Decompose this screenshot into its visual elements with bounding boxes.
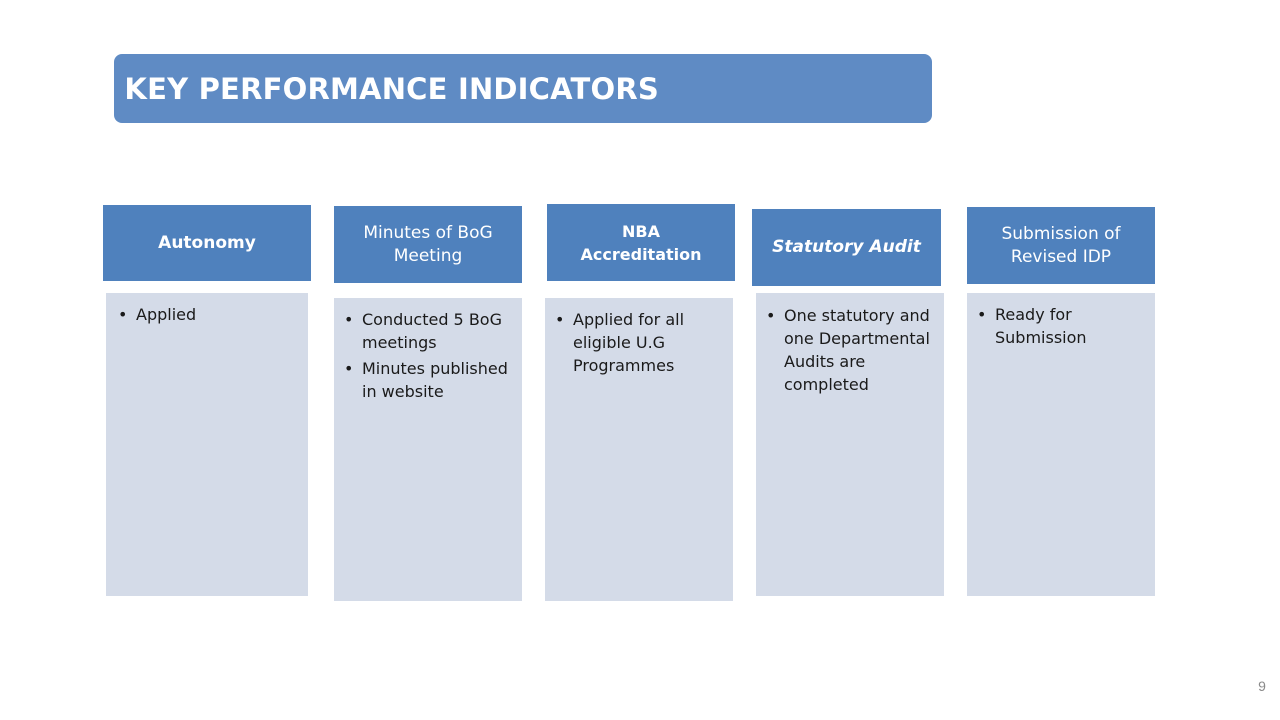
kpi-bullet-list: Ready for Submission (977, 303, 1143, 349)
kpi-header-label: Submission of Revised IDP (1001, 223, 1121, 267)
kpi-bullet-list: Applied for all eligible U.G Programmes (555, 308, 721, 377)
kpi-card-nba-accreditation: Applied for all eligible U.G Programmes (545, 298, 733, 601)
kpi-bullet-item: Ready for Submission (977, 303, 1143, 349)
kpi-card-bog-minutes: Conducted 5 BoG meetings Minutes publish… (334, 298, 522, 601)
kpi-card-revised-idp: Ready for Submission (967, 293, 1155, 596)
kpi-header-label: NBA Accreditation (580, 221, 702, 264)
kpi-header-revised-idp: Submission of Revised IDP (967, 207, 1155, 284)
kpi-bullet-list: Applied (118, 303, 298, 326)
kpi-bullet-item: Applied (118, 303, 298, 326)
kpi-header-label: Statutory Audit (772, 237, 921, 257)
kpi-bullet-item: One statutory and one Departmental Audit… (766, 304, 930, 396)
kpi-header-bog-minutes: Minutes of BoG Meeting (334, 206, 522, 283)
title-banner: KEY PERFORMANCE INDICATORS (114, 54, 932, 123)
kpi-bullet-item: Applied for all eligible U.G Programmes (555, 308, 721, 377)
kpi-card-autonomy: Applied (106, 293, 308, 596)
slide-title: KEY PERFORMANCE INDICATORS (124, 71, 659, 106)
kpi-bullet-item: Conducted 5 BoG meetings (344, 308, 510, 354)
kpi-header-autonomy: Autonomy (103, 205, 311, 281)
kpi-header-label: Autonomy (158, 232, 256, 253)
kpi-header-statutory-audit: Statutory Audit (752, 209, 941, 286)
kpi-card-statutory-audit: One statutory and one Departmental Audit… (756, 293, 944, 596)
kpi-header-label: Minutes of BoG Meeting (363, 222, 493, 266)
kpi-bullet-list: One statutory and one Departmental Audit… (766, 304, 930, 396)
kpi-bullet-list: Conducted 5 BoG meetings Minutes publish… (344, 308, 510, 403)
kpi-bullet-item: Minutes published in website (344, 357, 510, 403)
kpi-header-nba-accreditation: NBA Accreditation (547, 204, 735, 281)
page-number: 9 (1258, 678, 1266, 694)
